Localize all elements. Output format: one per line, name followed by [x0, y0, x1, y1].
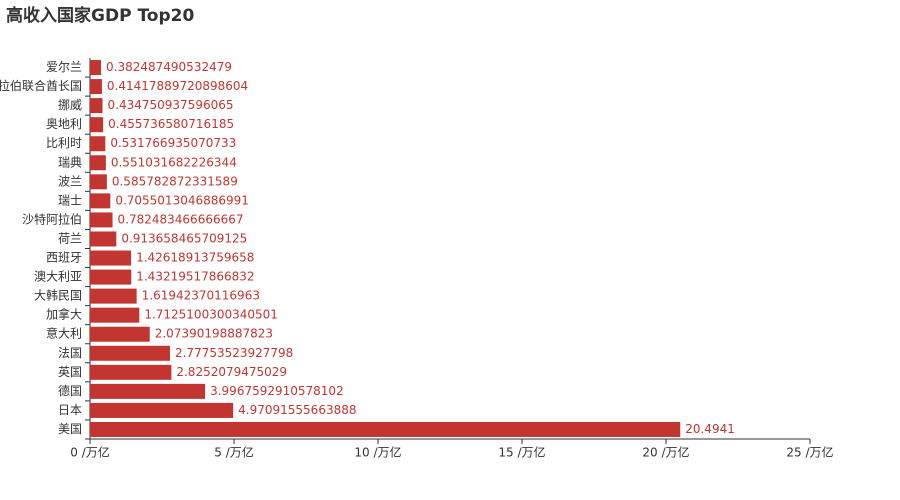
x-tick-label: 5 /万亿: [214, 445, 254, 460]
value-label: 1.43219517866832: [136, 270, 254, 284]
bar: [90, 383, 206, 399]
value-label: 0.7055013046886991: [115, 193, 249, 207]
y-tick-label: 瑞典: [58, 155, 82, 169]
value-label: 0.551031682226344: [111, 155, 237, 169]
value-label: 1.61942370116963: [142, 289, 260, 303]
bar: [90, 193, 111, 209]
bar: [90, 212, 113, 228]
y-tick-label: 挪威: [58, 98, 82, 112]
bar: [90, 288, 137, 304]
y-tick-label: 意大利: [46, 326, 82, 341]
value-label: 20.4941: [685, 422, 735, 436]
value-label: 0.913658465709125: [121, 231, 247, 245]
y-tick-label: 沙特阿拉伯: [22, 211, 82, 226]
x-tick-label: 25 /万亿: [786, 445, 833, 460]
y-tick-label: 加拿大: [46, 307, 82, 322]
bar: [90, 98, 103, 114]
bar: [90, 269, 132, 285]
x-tick-label: 10 /万亿: [354, 445, 401, 460]
x-tick-label: 0 /万亿: [70, 445, 110, 460]
bar: [90, 345, 170, 361]
value-label: 2.07390198887823: [155, 327, 273, 341]
bar: [90, 364, 172, 380]
bar: [90, 421, 681, 437]
y-tick-label: 英国: [58, 365, 82, 379]
bar: [90, 155, 106, 171]
value-label: 2.77753523927798: [175, 346, 293, 360]
y-tick-label: 法国: [58, 346, 82, 360]
y-tick-label: 奥地利: [46, 117, 82, 131]
bar: [90, 402, 234, 418]
y-tick-label: 荷兰: [58, 231, 82, 245]
bar: [90, 250, 132, 266]
y-tick-label: 波兰: [58, 174, 82, 188]
bar: [90, 307, 140, 323]
bar: [90, 326, 150, 342]
value-label: 0.434750937596065: [108, 98, 234, 112]
value-label: 0.782483466666667: [118, 212, 244, 226]
value-label: 1.7125100300340501: [144, 308, 278, 322]
y-tick-label: 比利时: [46, 136, 82, 150]
y-tick-label: 爱尔兰: [46, 59, 82, 74]
y-tick-label: 德国: [58, 383, 82, 398]
value-label: 1.42618913759658: [136, 251, 254, 265]
value-label: 0.585782872331589: [112, 174, 238, 188]
y-tick-label: 瑞士: [58, 193, 82, 207]
bar: [90, 60, 102, 76]
value-label: 0.531766935070733: [110, 136, 236, 150]
bar: [90, 136, 106, 152]
x-tick-label: 20 /万亿: [642, 445, 689, 460]
y-tick-label: 阿拉伯联合酋长国: [0, 78, 82, 93]
bar: [90, 79, 102, 95]
x-tick-label: 15 /万亿: [498, 445, 545, 460]
value-label: 0.41417889720898604: [107, 79, 248, 93]
y-tick-label: 美国: [58, 422, 82, 436]
y-tick-label: 澳大利亚: [34, 270, 82, 284]
bar: [90, 117, 104, 133]
y-tick-label: 西班牙: [46, 251, 82, 265]
y-tick-label: 日本: [58, 403, 82, 417]
value-label: 3.9967592910578102: [210, 384, 344, 398]
bar: [90, 231, 117, 247]
value-label: 0.455736580716185: [108, 117, 234, 131]
value-label: 2.8252079475029: [176, 365, 287, 379]
bar: [90, 174, 107, 190]
value-label: 0.382487490532479: [106, 60, 232, 74]
y-tick-label: 大韩民国: [34, 288, 82, 303]
value-label: 4.97091555663888: [238, 403, 356, 417]
chart-title: 高收入国家GDP Top20: [6, 5, 194, 26]
